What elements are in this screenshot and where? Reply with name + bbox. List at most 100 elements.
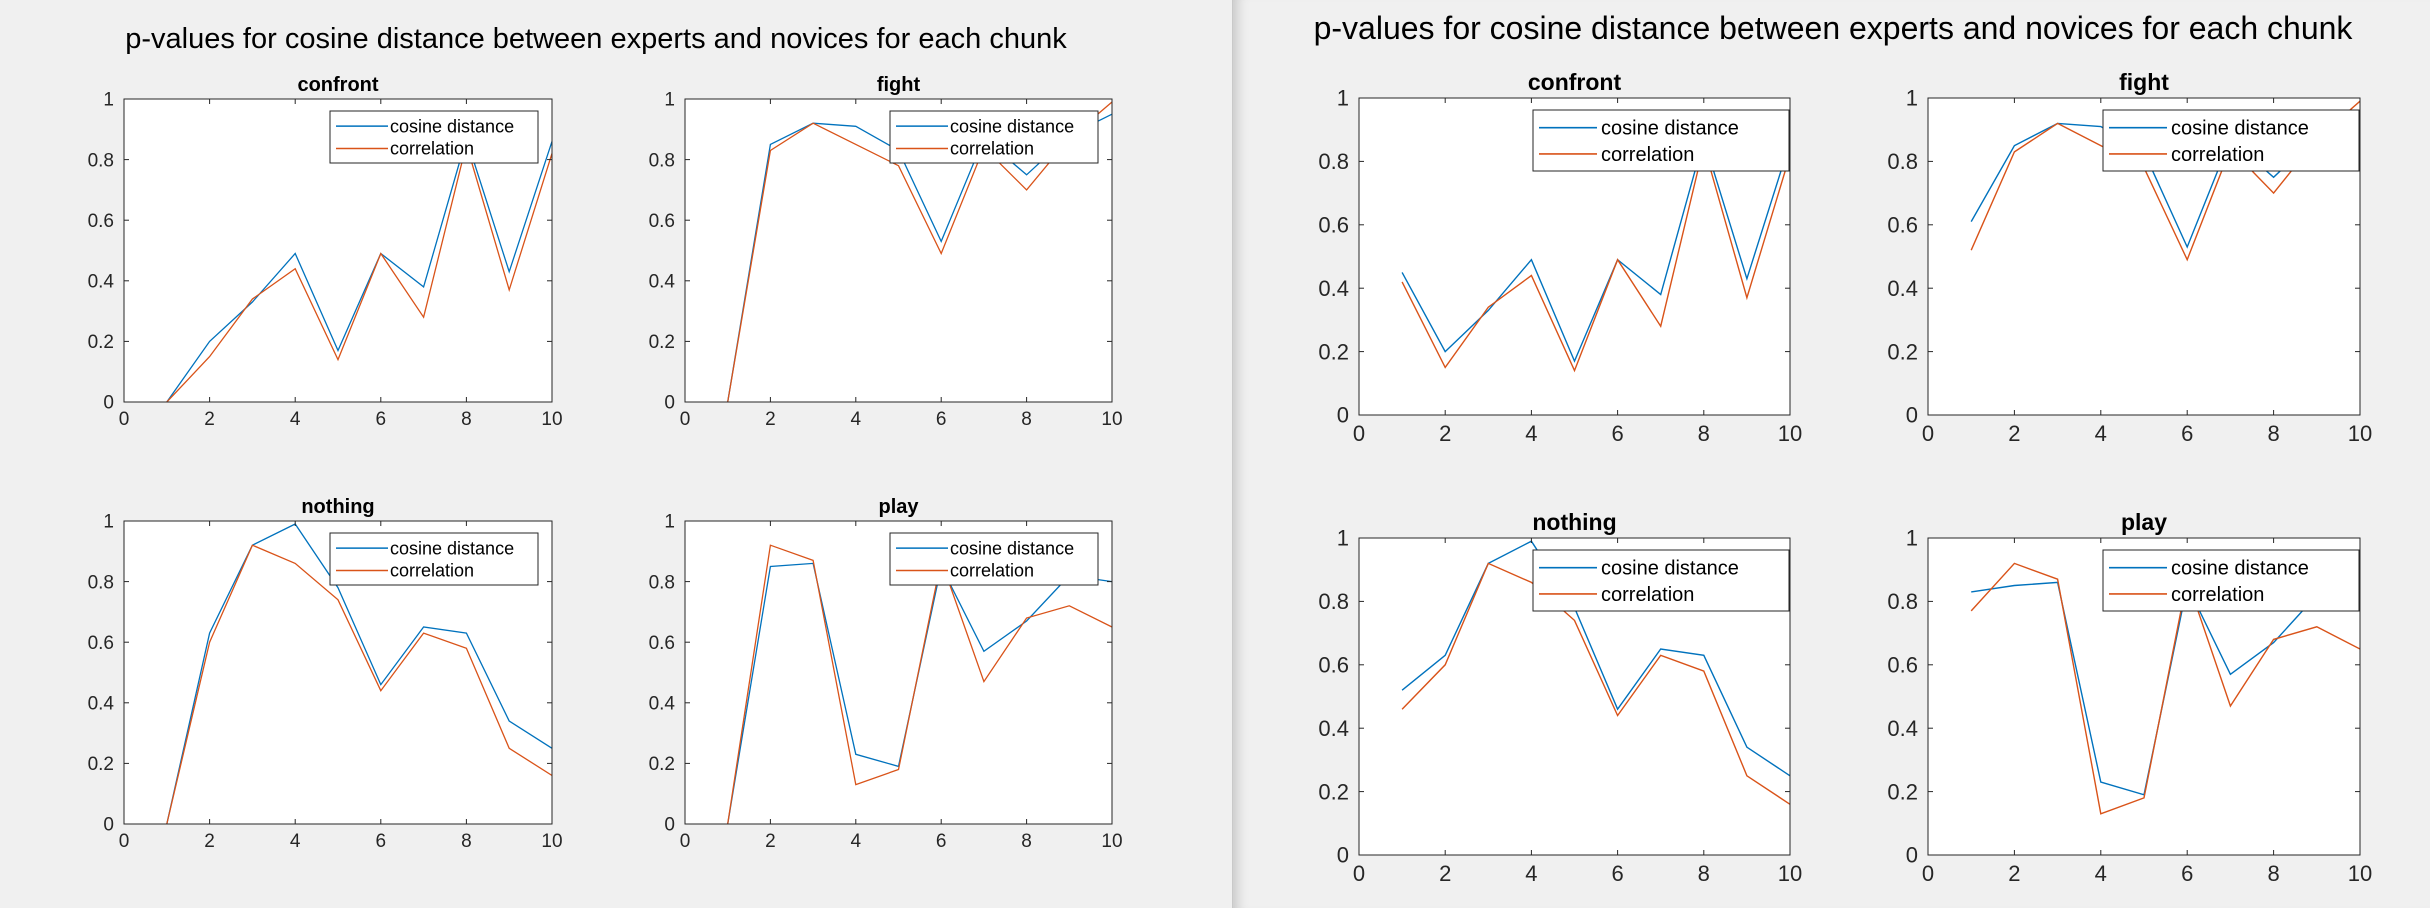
axes-box bbox=[1927, 97, 2361, 416]
x-tick-label: 6 bbox=[2181, 861, 2193, 886]
x-tick-label: 0 bbox=[1922, 421, 1934, 446]
x-tick-label: 0 bbox=[119, 831, 130, 852]
series-line-cosine-distance bbox=[1401, 136, 1790, 363]
y-tick-label: 0.6 bbox=[649, 633, 675, 654]
y-tick-label: 0.4 bbox=[88, 693, 115, 714]
x-tick-label: 8 bbox=[1698, 861, 1710, 886]
subplot-title: fight bbox=[2119, 69, 2169, 95]
y-tick-label: 0.2 bbox=[1887, 339, 1918, 364]
x-tick-label: 10 bbox=[1778, 421, 1802, 446]
x-tick-label: 0 bbox=[1922, 861, 1934, 886]
legend-box bbox=[889, 110, 1099, 164]
legend: cosine distance correlation bbox=[1532, 109, 1790, 172]
figure-window-right: p-values for cosine distance between exp… bbox=[1232, 0, 2430, 908]
x-tick-label: 4 bbox=[2095, 421, 2107, 446]
y-tick-label: 0.8 bbox=[649, 572, 675, 593]
y-tick-label: 0 bbox=[1906, 403, 1918, 428]
y-tick-label: 0.8 bbox=[1887, 149, 1918, 174]
legend-box bbox=[329, 532, 539, 586]
legend-entry: cosine distance bbox=[1601, 118, 1739, 140]
y-tick-label: 0.4 bbox=[1318, 716, 1349, 741]
y-tick-label: 1 bbox=[103, 512, 114, 533]
x-tick-label: 8 bbox=[1698, 421, 1710, 446]
x-tick-label: 8 bbox=[2267, 861, 2279, 886]
axes-box bbox=[1927, 537, 2361, 856]
figure-title: p-values for cosine distance between exp… bbox=[125, 23, 1067, 55]
x-tick-label: 10 bbox=[1101, 831, 1122, 852]
y-tick-label: 0.6 bbox=[88, 211, 114, 232]
x-tick-label: 0 bbox=[680, 409, 691, 430]
x-tick-label: 4 bbox=[1525, 421, 1537, 446]
subplot-confront: 0 2 4 6 8 10 0 0.2 0.4 0.6 0.8 1 confront cosine dist… bbox=[1318, 69, 1802, 446]
legend-entry: correlation bbox=[390, 561, 474, 581]
axes-box bbox=[684, 520, 1113, 825]
y-tick-label: 0.4 bbox=[649, 693, 676, 714]
subplot-title: confront bbox=[1528, 69, 1622, 95]
y-tick-label: 1 bbox=[1337, 86, 1349, 111]
x-tick-label: 4 bbox=[290, 409, 301, 430]
y-tick-label: 0.2 bbox=[1318, 339, 1349, 364]
x-tick-label: 2 bbox=[2008, 861, 2020, 886]
y-tick-label: 0.6 bbox=[88, 633, 114, 654]
subplot-title: play bbox=[2121, 509, 2167, 535]
y-tick-label: 0.6 bbox=[1887, 213, 1918, 238]
series-line-correlation bbox=[1401, 142, 1790, 373]
y-tick-label: 1 bbox=[1337, 526, 1349, 551]
legend-entry: cosine distance bbox=[2171, 558, 2309, 580]
legend-entry: correlation bbox=[390, 139, 474, 159]
legend: cosine distance correlation bbox=[889, 532, 1099, 586]
y-tick-label: 0 bbox=[1337, 403, 1349, 428]
series-line-cosine-distance bbox=[1401, 540, 1790, 777]
legend-entry: cosine distance bbox=[1601, 558, 1739, 580]
legend: cosine distance correlation bbox=[329, 110, 539, 164]
x-tick-label: 6 bbox=[1611, 861, 1623, 886]
y-tick-label: 0 bbox=[103, 393, 114, 414]
y-tick-label: 1 bbox=[1906, 526, 1918, 551]
legend-box bbox=[1532, 109, 1790, 172]
y-tick-label: 0 bbox=[1906, 843, 1918, 868]
y-tick-label: 0 bbox=[664, 393, 675, 414]
y-tick-label: 0 bbox=[103, 815, 114, 836]
series-line-correlation bbox=[727, 544, 1112, 824]
axes-box bbox=[123, 520, 553, 825]
y-tick-label: 1 bbox=[1906, 86, 1918, 111]
legend-entry: correlation bbox=[2171, 144, 2264, 166]
subplot-confront: 0 2 4 6 8 10 0 0.2 0.4 0.6 0.8 1 confront cosine dist… bbox=[88, 74, 563, 430]
y-tick-label: 0.8 bbox=[649, 150, 675, 171]
y-tick-label: 0.4 bbox=[1318, 276, 1349, 301]
x-tick-label: 6 bbox=[376, 831, 387, 852]
x-tick-label: 8 bbox=[461, 409, 472, 430]
subplot-title: fight bbox=[877, 74, 921, 96]
y-tick-label: 0.2 bbox=[88, 754, 114, 775]
y-tick-label: 0.4 bbox=[1887, 276, 1918, 301]
y-tick-label: 0.8 bbox=[1318, 149, 1349, 174]
legend: cosine distance correlation bbox=[329, 532, 539, 586]
series-line-correlation bbox=[166, 544, 552, 824]
legend-entry: correlation bbox=[1601, 584, 1694, 606]
legend-entry: correlation bbox=[950, 561, 1034, 581]
x-tick-label: 8 bbox=[2267, 421, 2279, 446]
legend-entry: correlation bbox=[2171, 584, 2264, 606]
y-tick-label: 0.6 bbox=[649, 211, 675, 232]
x-tick-label: 10 bbox=[1101, 409, 1122, 430]
legend-entry: cosine distance bbox=[950, 116, 1074, 136]
subplot-title: confront bbox=[297, 74, 378, 96]
subplot-nothing: 0 2 4 6 8 10 0 0.2 0.4 0.6 0.8 1 nothing cosine dista… bbox=[88, 496, 563, 852]
x-tick-label: 6 bbox=[936, 409, 947, 430]
legend-box bbox=[2102, 109, 2360, 172]
subplot-title: nothing bbox=[301, 496, 374, 518]
x-tick-label: 2 bbox=[204, 831, 215, 852]
subplot-play: 0 2 4 6 8 10 0 0.2 0.4 0.6 0.8 1 play cosine distance… bbox=[649, 496, 1123, 852]
x-tick-label: 6 bbox=[936, 831, 947, 852]
y-tick-label: 0.6 bbox=[1318, 653, 1349, 678]
subplot-fight: 0 2 4 6 8 10 0 0.2 0.4 0.6 0.8 1 fight cosine distanc… bbox=[649, 74, 1123, 430]
axes-box bbox=[123, 98, 553, 403]
subplot-play: 0 2 4 6 8 10 0 0.2 0.4 0.6 0.8 1 play cosine distance… bbox=[1887, 509, 2372, 886]
x-tick-label: 2 bbox=[204, 409, 215, 430]
series-line-cosine-distance bbox=[166, 136, 552, 402]
legend-entry: cosine distance bbox=[390, 538, 514, 558]
y-tick-label: 0.2 bbox=[1887, 779, 1918, 804]
x-tick-label: 4 bbox=[1525, 861, 1537, 886]
x-tick-label: 2 bbox=[765, 831, 776, 852]
series-line-correlation bbox=[1970, 562, 2360, 815]
